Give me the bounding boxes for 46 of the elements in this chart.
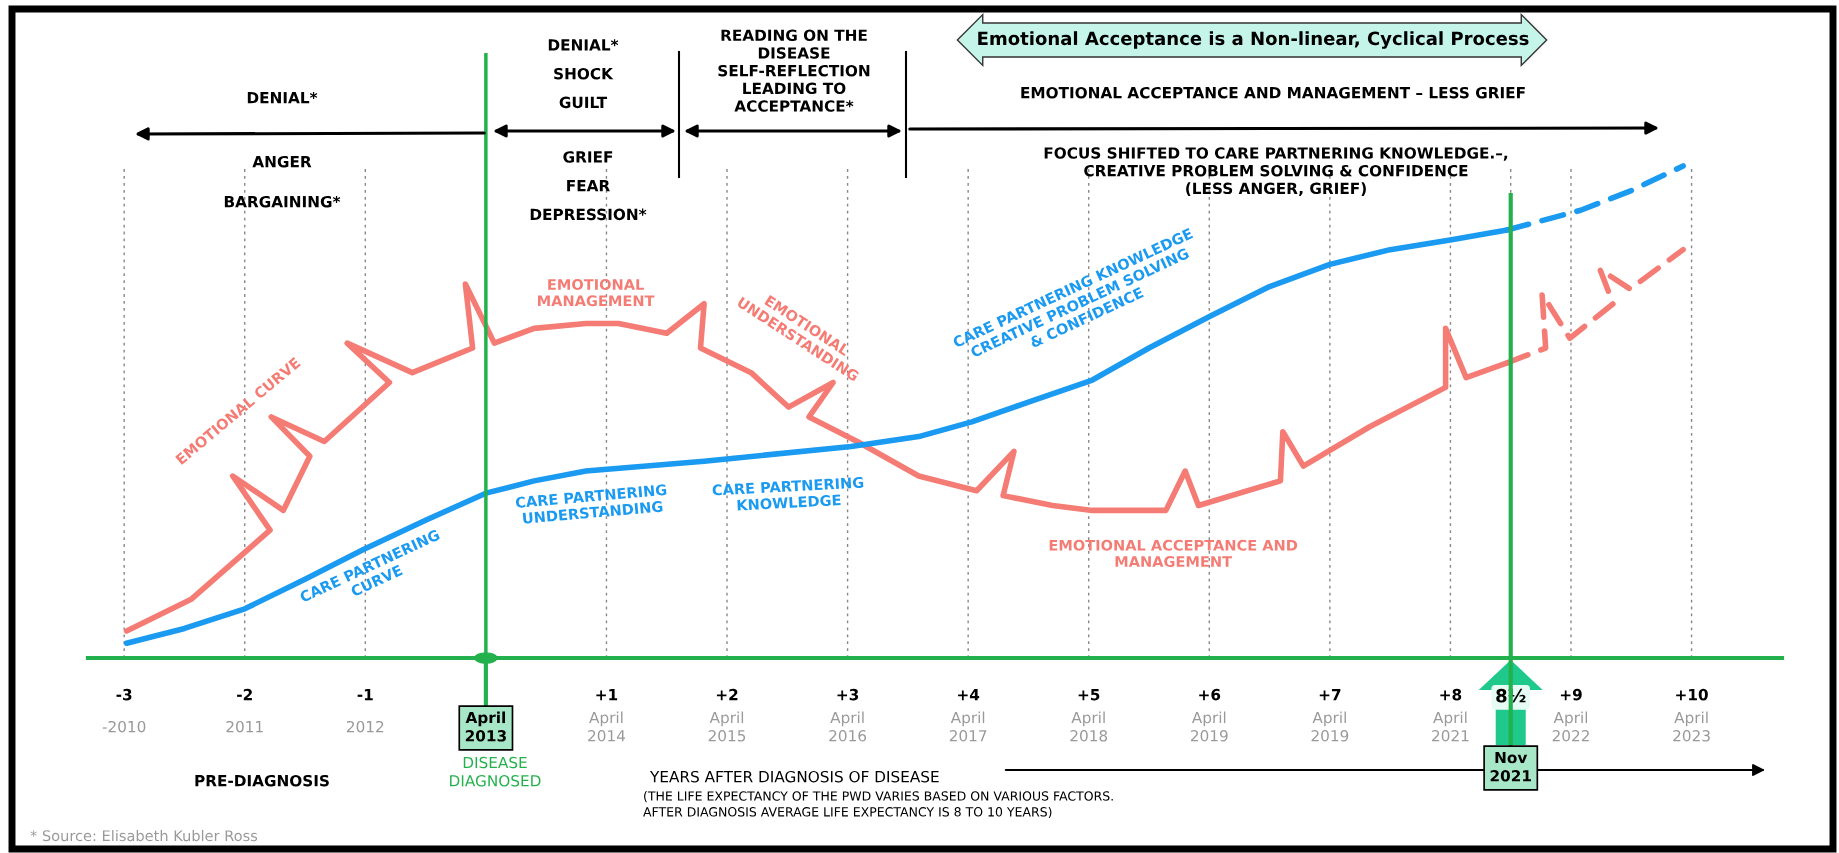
text: YEARS AFTER DIAGNOSIS OF DISEASE — [649, 770, 939, 783]
x-tick-label: +10 — [1676, 688, 1708, 701]
text: Emotional Acceptance is a Non-linear, Cyclical Process — [978, 31, 1529, 49]
x-tick-label: +7 — [1319, 689, 1341, 701]
x-tick-label: +5 — [1078, 689, 1100, 701]
text: April 2023 — [1673, 711, 1710, 742]
text: April 2022 — [1552, 711, 1589, 742]
x-tick-label: +6 — [1199, 688, 1221, 701]
text: * Source: Elisabeth Kubler Ross — [30, 829, 258, 842]
x-tick-label: +4 — [958, 689, 980, 701]
ref-line-label: Nov 2021 — [1490, 751, 1531, 782]
annotation: BARGAINING* — [224, 195, 341, 208]
text: 2012 — [346, 720, 384, 733]
annotation: CARE PARTNERING KNOWLEDGE — [712, 476, 864, 511]
annotation: ANGER — [252, 155, 312, 168]
x-tick-label: +3 — [837, 688, 859, 701]
x-tick-label: +9 — [1560, 688, 1582, 701]
annotation: CARE PARTNERING UNDERSTANDING — [515, 484, 667, 524]
text: DENIAL* SHOCK GUILT — [548, 39, 619, 109]
text: April 2015 — [708, 711, 746, 742]
text: April 2021 — [1432, 711, 1469, 742]
text: -2010 — [102, 720, 146, 733]
x-tick-label: +2 — [716, 688, 738, 701]
text: April 2014 — [588, 711, 626, 742]
text: EMOTIONAL ACCEPTANCE AND MANAGEMENT – LESS GRIEF — [1021, 86, 1525, 99]
x-tick-label: +1 — [596, 689, 618, 701]
text: April 2017 — [949, 711, 987, 742]
text: April 2016 — [829, 711, 867, 742]
x-tick-label: -2 — [237, 688, 252, 701]
text: DENIAL* — [247, 91, 318, 104]
annotation: EMOTIONAL ACCEPTANCE AND MANAGEMENT — [1049, 539, 1298, 568]
text: April 2019 — [1190, 711, 1228, 742]
text: April 2019 — [1311, 711, 1349, 742]
x-tick-label: -1 — [357, 689, 373, 701]
text: 2011 — [226, 720, 263, 733]
text: (THE LIFE EXPECTANCY OF THE PWD VARIES BASED ON VARIOUS FACTORS. AFTER DIAGNOSIS AVERAGE LIFE EXPECTANCY IS 8 TO 10 YEARS) — [643, 791, 1113, 819]
x-tick-label: -3 — [116, 688, 132, 701]
text: READING ON THE DISEASE SELF-REFLECTION LEADING TO ACCEPTANCE* — [718, 29, 870, 112]
x-tick-label: +8 — [1440, 688, 1462, 701]
annotation: FOCUS SHIFTED TO CARE PARTNERING KNOWLEDGE.–, CREATIVE PROBLEM SOLVING & CONFIDENCE (LESS ANGER, GRIEF) — [1044, 147, 1508, 197]
annotation: EMOTIONAL MANAGEMENT — [538, 278, 655, 307]
ref-line-label: April 2013 — [465, 711, 506, 742]
annotation: GRIEF FEAR DEPRESSION* — [530, 151, 647, 221]
text: PRE-DIAGNOSIS — [195, 774, 329, 787]
text: April 2018 — [1070, 711, 1108, 742]
text: DISEASE DIAGNOSED — [450, 756, 541, 787]
